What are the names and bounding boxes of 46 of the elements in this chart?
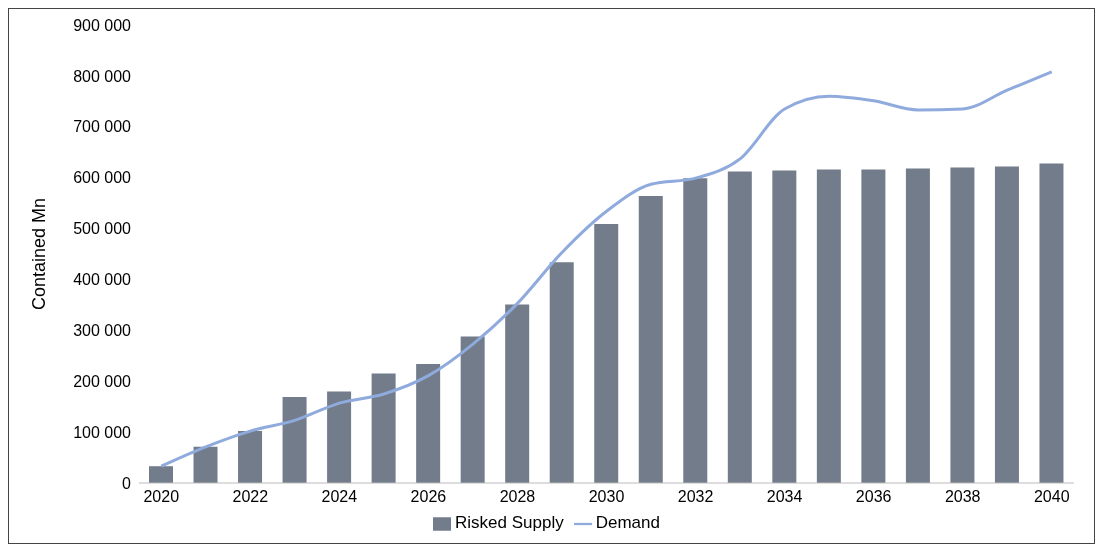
y-tick-label: 900 000 — [73, 16, 132, 34]
bar — [505, 304, 530, 483]
bar — [994, 166, 1019, 483]
bar — [950, 167, 975, 483]
y-tick-label: 0 — [122, 474, 132, 492]
x-tick-label: 2024 — [321, 488, 358, 506]
bar — [371, 373, 396, 483]
bar — [861, 169, 886, 483]
legend-label: Risked Supply — [455, 513, 564, 532]
y-tick-label: 400 000 — [73, 271, 132, 289]
bar — [905, 168, 930, 483]
y-tick-label: 700 000 — [73, 118, 132, 136]
bar — [549, 262, 574, 483]
line-series — [159, 70, 1054, 468]
x-tick-label: 2030 — [588, 488, 625, 506]
y-tick-label: 600 000 — [73, 169, 132, 187]
bar — [1039, 163, 1064, 483]
x-tick-label: 2040 — [1033, 488, 1070, 506]
x-tick-label: 2034 — [766, 488, 803, 506]
y-axis-title: Contained Mn — [29, 197, 50, 311]
bar — [149, 466, 173, 483]
y-tick-label: 500 000 — [73, 220, 132, 238]
bar — [238, 431, 263, 483]
x-tick-label: 2028 — [499, 488, 536, 506]
x-tick-label: 2032 — [677, 488, 714, 506]
x-tick-label: 2020 — [143, 488, 180, 506]
bar — [683, 178, 708, 483]
y-tick-label: 200 000 — [73, 372, 132, 390]
legend-label: Demand — [595, 513, 660, 532]
bar — [638, 195, 663, 483]
y-tick-label: 100 000 — [73, 423, 132, 441]
bar — [193, 446, 218, 483]
bar — [772, 170, 797, 483]
y-tick-label: 300 000 — [73, 322, 132, 340]
bar — [816, 169, 841, 483]
bar — [416, 363, 441, 483]
bar — [282, 397, 307, 483]
x-tick-label: 2036 — [855, 488, 892, 506]
x-tick-label: 2026 — [410, 488, 447, 506]
x-tick-label: 2022 — [232, 488, 269, 506]
bar — [460, 336, 485, 483]
bar — [327, 391, 352, 483]
bar — [727, 171, 752, 483]
bar — [594, 223, 619, 483]
x-tick-label: 2038 — [944, 488, 981, 506]
y-tick-label: 800 000 — [73, 67, 132, 85]
